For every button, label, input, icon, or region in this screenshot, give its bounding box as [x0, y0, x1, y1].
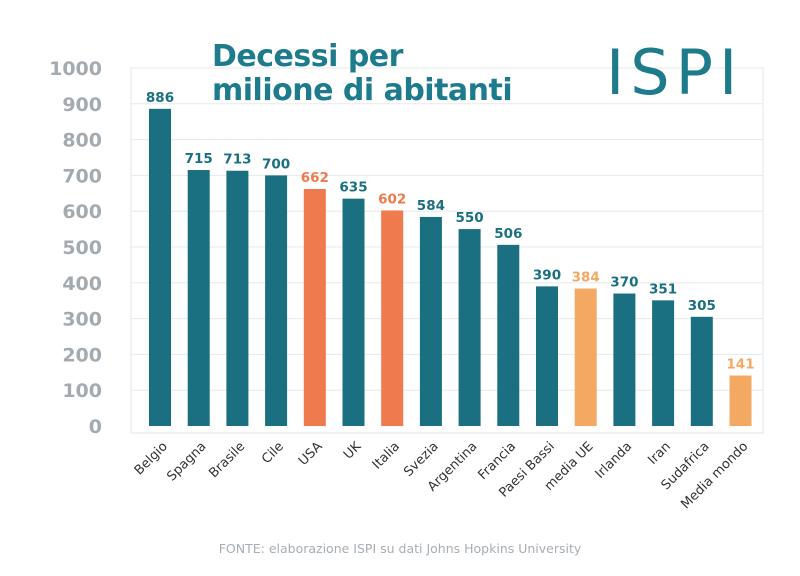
y-tick-label: 200	[62, 344, 102, 366]
x-tick-label: Media mondo	[678, 439, 751, 512]
data-label: 384	[572, 270, 600, 286]
bar-francia	[497, 244, 520, 426]
data-label: 602	[378, 191, 406, 207]
x-tick-label: UK	[341, 439, 365, 463]
bar-media-mondo	[729, 375, 752, 426]
x-tick-label: Italia	[370, 439, 403, 472]
bar-cile	[265, 175, 288, 426]
data-label: 370	[610, 275, 638, 291]
data-label: 715	[185, 151, 213, 167]
bar-sudafrica	[690, 316, 713, 426]
bar-paesi-bassi	[536, 286, 558, 426]
y-tick-label: 0	[89, 416, 102, 438]
bar-brasile	[226, 170, 249, 426]
y-tick-label: 800	[62, 130, 102, 152]
bar-belgio	[149, 108, 171, 426]
y-tick-label: 300	[62, 309, 102, 331]
y-tick-label: 100	[62, 380, 102, 402]
bar-spagna	[187, 170, 210, 426]
data-label: 305	[688, 298, 716, 314]
bar-uk	[342, 198, 365, 426]
bars	[149, 108, 752, 426]
data-label: 700	[262, 156, 290, 172]
y-tick-label: 700	[62, 165, 102, 187]
x-tick-label: Cile	[259, 439, 287, 467]
chart-title-line1: Decessi per	[212, 39, 403, 74]
x-tick-label: Brasile	[206, 439, 248, 481]
x-tick-label: USA	[296, 439, 326, 469]
data-label: 351	[649, 281, 677, 297]
x-tick-label: Irlanda	[593, 439, 636, 482]
y-tick-label: 600	[62, 201, 102, 223]
data-label: 506	[494, 226, 522, 242]
data-label: 141	[726, 357, 754, 373]
data-label: 662	[301, 170, 329, 186]
y-tick-label: 400	[62, 273, 102, 295]
source-note: FONTE: elaborazione ISPI su dati Johns H…	[218, 541, 582, 556]
data-label: 584	[417, 198, 445, 214]
bar-irlanda	[613, 293, 636, 426]
chart-title: Decessi per milione di abitanti	[212, 39, 513, 108]
x-tick-label: Spagna	[164, 439, 209, 484]
y-tick-label: 1000	[49, 58, 102, 80]
data-label: 886	[146, 90, 174, 106]
y-axis-tick-labels: 0 100 200 300 400 500 600 700 800 900 1000	[49, 58, 102, 438]
ispi-logo: ISPI	[606, 36, 744, 109]
chart-title-line2: milione di abitanti	[212, 73, 513, 108]
data-label: 713	[223, 152, 251, 168]
data-label: 550	[456, 210, 484, 226]
bar-iran	[652, 300, 675, 426]
bar-svezia	[419, 216, 442, 426]
bar-media-ue	[574, 288, 597, 426]
data-label: 635	[339, 180, 367, 196]
x-tick-label: Iran	[645, 439, 674, 468]
y-tick-label: 900	[62, 94, 102, 116]
bar-italia	[381, 210, 404, 426]
y-tick-label: 500	[62, 237, 102, 259]
bar-argentina	[458, 229, 481, 426]
data-labels: 886 715 713 700 662 635 602 584 550 506 390 384 370 3…	[146, 90, 755, 373]
bar-usa	[303, 189, 326, 426]
data-label: 390	[533, 267, 561, 283]
